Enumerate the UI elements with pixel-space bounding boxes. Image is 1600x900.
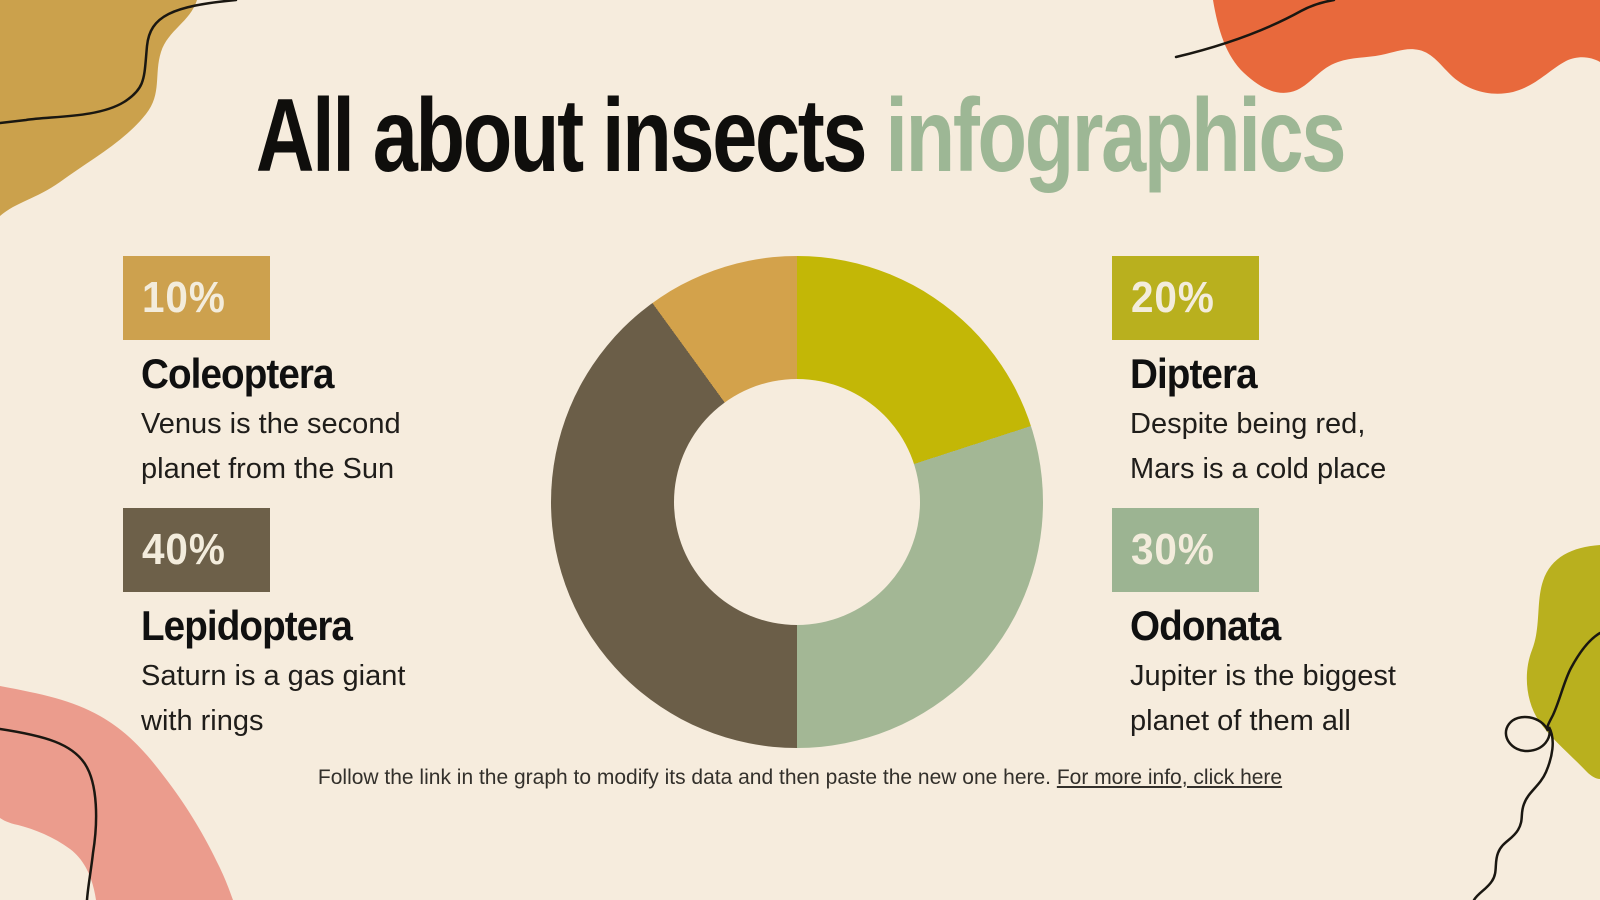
stat-description: Despite being red, Mars is a cold place [1130, 402, 1442, 492]
donut-hole [674, 379, 920, 625]
stat-description-line2: planet of them all [1130, 705, 1351, 737]
orange-blob-top-right [1213, 0, 1600, 94]
stat-description: Venus is the second planet from the Sun [141, 402, 453, 492]
squiggle-line-bottom-left [0, 727, 98, 900]
percent-badge-odonata: 30% [1112, 508, 1259, 592]
title-main: All about insects [255, 78, 868, 194]
squiggle-line-top-left [0, 0, 238, 125]
stat-description-line1: Jupiter is the biggest [1130, 660, 1396, 692]
stat-description-line2: Mars is a cold place [1130, 453, 1387, 485]
stat-block-odonata: 30% Odonata Jupiter is the biggest planet… [1112, 508, 1442, 744]
pink-blob-bottom-left [0, 686, 233, 900]
page-title: All about insects infographics [176, 84, 1424, 188]
percent-badge-lepidoptera: 40% [123, 508, 270, 592]
stat-description-line1: Saturn is a gas giant [141, 660, 406, 692]
percent-badge-coleoptera: 10% [123, 256, 270, 340]
donut-chart[interactable] [551, 256, 1043, 748]
percent-value: 20% [1131, 273, 1215, 322]
percent-value: 40% [142, 525, 226, 574]
stat-label: Odonata [1130, 602, 1281, 649]
stat-description-line1: Venus is the second [141, 408, 401, 440]
stat-block-coleoptera: 10% Coleoptera Venus is the second planet… [123, 256, 453, 492]
footer-link[interactable]: For more info, click here [1056, 766, 1283, 789]
stat-description-line2: planet from the Sun [141, 453, 395, 485]
stat-label: Coleoptera [141, 350, 335, 397]
percent-value: 30% [1131, 525, 1215, 574]
squiggle-line-bottom-right [1472, 631, 1600, 900]
stat-label: Lepidoptera [141, 602, 353, 649]
stat-label: Diptera [1130, 350, 1258, 397]
stat-description-line1: Despite being red, [1130, 408, 1366, 440]
stat-block-lepidoptera: 40% Lepidoptera Saturn is a gas giant wit… [123, 508, 453, 744]
stat-description: Saturn is a gas giant with rings [141, 654, 453, 744]
title-accent: infographics [885, 78, 1346, 194]
stat-block-diptera: 20% Diptera Despite being red, Mars is a … [1112, 256, 1442, 492]
chartreuse-blob-right [1526, 545, 1600, 779]
footer-note: Follow the link in the graph to modify i… [0, 766, 1600, 790]
footer-text: Follow the link in the graph to modify i… [317, 766, 1057, 789]
stat-description: Jupiter is the biggest planet of them all [1130, 654, 1442, 744]
percent-badge-diptera: 20% [1112, 256, 1259, 340]
percent-value: 10% [142, 273, 226, 322]
mustard-blob-top-left [0, 0, 197, 216]
squiggle-line-top-right [1174, 0, 1336, 59]
stat-description-line2: with rings [141, 705, 264, 737]
